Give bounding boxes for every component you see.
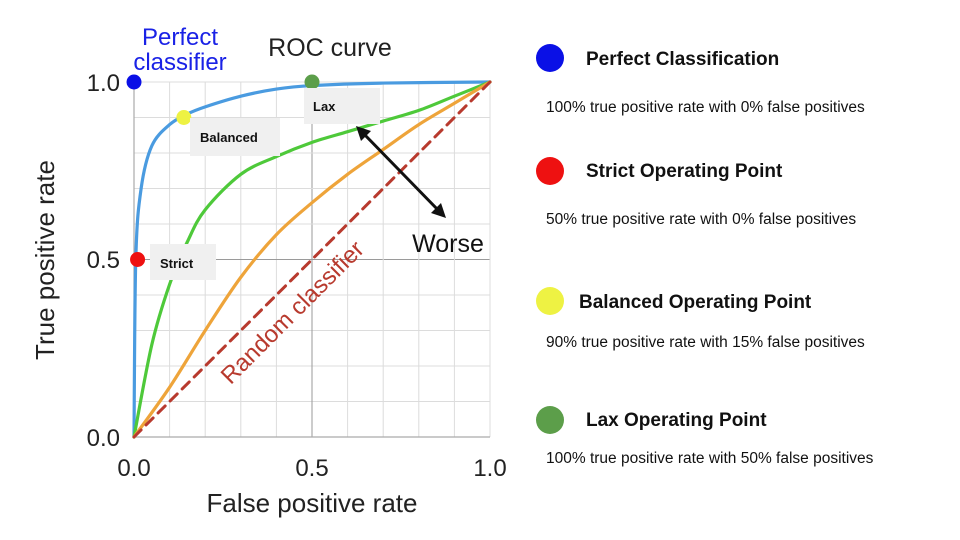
x-tick-1: 0.5 [295, 455, 328, 482]
y-tick-2: 1.0 [87, 70, 120, 97]
point-label: Strict [160, 256, 194, 271]
chart-title: ROC curve [268, 34, 392, 62]
yellow-dot-icon [536, 287, 564, 315]
legend-desc: 50% true positive rate with 0% false pos… [546, 211, 857, 228]
blue-dot-icon [536, 44, 564, 72]
x-tick-0: 0.0 [117, 455, 150, 482]
operating-point-0 [126, 74, 142, 90]
legend-title: Strict Operating Point [586, 161, 783, 182]
legend-title: Lax Operating Point [586, 410, 767, 431]
x-axis-label: False positive rate [207, 488, 418, 518]
legend-desc: 90% true positive rate with 15% false po… [546, 334, 865, 351]
series-group [132, 80, 492, 439]
y-tick-1: 0.5 [87, 247, 120, 274]
point-label: Balanced [200, 130, 258, 145]
operating-point-1 [130, 252, 146, 267]
worse-label: Worse [412, 230, 484, 258]
point-label-box [190, 118, 280, 156]
green-dot-icon [536, 406, 564, 434]
operating-point-2 [176, 110, 192, 125]
legend-desc: 100% true positive rate with 0% false po… [546, 99, 865, 116]
y-tick-0: 0.0 [87, 425, 120, 452]
series-line-3 [132, 80, 492, 439]
legend-panel: Perfect Classification 100% true positiv… [520, 0, 950, 540]
legend-title: Balanced Operating Point [579, 292, 812, 313]
point-label: Lax [313, 99, 336, 114]
series-line-1 [132, 80, 492, 439]
point-label-box [150, 244, 216, 280]
point-label: Perfect [142, 24, 218, 51]
random-classifier-label: Random classifier [216, 236, 370, 390]
legend-desc: 100% true positive rate with 50% false p… [546, 450, 874, 467]
red-dot-icon [536, 157, 564, 185]
operating-point-3 [304, 74, 320, 90]
operating-points [126, 74, 320, 267]
series-line-0 [132, 80, 492, 439]
legend-title: Perfect Classification [586, 49, 780, 70]
series-line-2 [132, 80, 492, 439]
y-axis-label: True positive rate [30, 160, 60, 360]
x-tick-2: 1.0 [473, 455, 506, 482]
point-label: classifier [133, 49, 226, 76]
worse-arrow [356, 126, 446, 218]
point-label-box [304, 88, 380, 124]
